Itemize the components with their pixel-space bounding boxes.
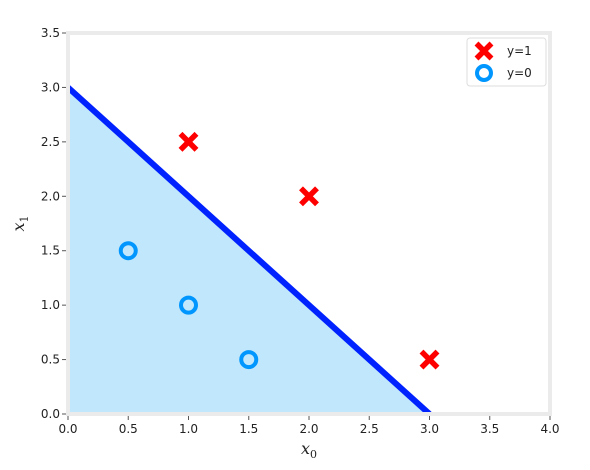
legend-marker-0-stroke	[474, 41, 494, 61]
point-y1-1-stroke	[299, 186, 319, 207]
point-y0-0	[118, 241, 138, 261]
x-tick-label: 3.5	[480, 422, 499, 436]
y-tick-label: 1.5	[41, 244, 60, 258]
y-axis-label: x1	[9, 215, 31, 231]
legend-marker-1	[475, 64, 493, 82]
x-tick-label: 0.0	[58, 422, 77, 436]
y-tick-label: 0.0	[41, 407, 60, 421]
axis-ticks: 0.0 0.5 1.0 1.5 2.0 2.5 3.0 3.5 4.0 0.0 0.5 1.0 1.5 2…	[41, 26, 560, 436]
plot-area	[65, 31, 552, 417]
point-y1-0	[178, 131, 199, 152]
y-tick-label: 0.5	[41, 353, 60, 367]
point-y0-1	[179, 295, 198, 315]
legend: y=1 y=0	[466, 37, 547, 87]
legend-label-0: y=1	[507, 44, 532, 58]
legend-label-1: y=0	[507, 66, 532, 80]
y-tick-label: 3.0	[41, 80, 60, 94]
decision-boundary-line	[65, 85, 432, 417]
y-axis-label-sub: 1	[18, 215, 31, 222]
x-tick-label: 3.0	[420, 422, 439, 436]
y-tick-label: 2.5	[41, 135, 60, 149]
point-y1-2	[419, 349, 440, 370]
legend-marker-0	[474, 41, 494, 61]
point-y0-2	[239, 350, 259, 370]
y-tick-label: 1.0	[41, 298, 60, 312]
x-tick-label: 1.5	[239, 422, 258, 436]
x-tick-label: 1.0	[179, 422, 198, 436]
point-y1-1	[299, 186, 319, 207]
x-tick-label: 4.0	[540, 422, 559, 436]
axis-labels: x0 x1	[9, 215, 317, 461]
plot-frame	[66, 31, 552, 416]
x-axis-label-sub: 0	[310, 448, 317, 461]
x-axis-label: x0	[301, 439, 317, 461]
y-tick-label: 3.5	[41, 26, 60, 40]
y-tick-label: 2.0	[41, 189, 60, 203]
point-y1-2-stroke	[419, 349, 440, 370]
y-axis-label-base: x	[9, 222, 28, 231]
x-tick-label: 2.5	[360, 422, 379, 436]
point-y1-0-stroke	[178, 131, 199, 152]
x-tick-label: 0.5	[119, 422, 138, 436]
x-axis-label-base: x	[301, 439, 310, 458]
x-tick-label: 2.0	[299, 422, 318, 436]
